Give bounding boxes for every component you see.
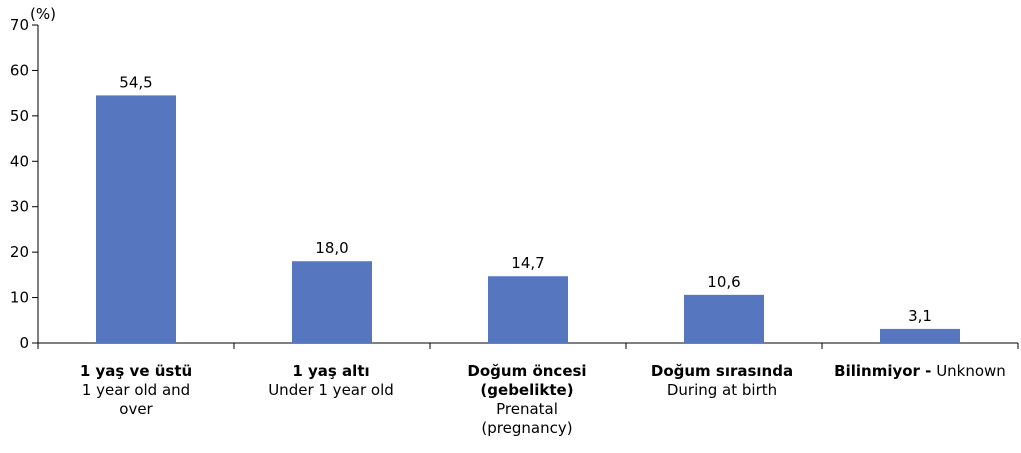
bar-3 [488,276,568,343]
bar-4 [684,294,764,343]
category-label-5-en: Unknown [936,362,1006,380]
bar-2 [292,261,372,343]
y-tick-label-5: 50 [10,107,29,125]
data-label-5: 3,1 [908,307,932,325]
category-label-3: Doğum öncesi (gebelikte) Prenatal (pregn… [432,362,622,438]
category-label-4-en: During at birth [666,381,778,399]
category-label-1: 1 yaş ve üstü 1 year old and over [41,362,231,419]
category-label-4-tr: Doğum sırasında [650,362,794,380]
data-label-1: 54,5 [119,73,152,91]
y-tick-label-6: 60 [10,61,29,79]
category-label-1-tr: 1 yaş ve üstü [79,362,193,380]
category-label-2-en: Under 1 year old [268,381,394,399]
data-label-2: 18,0 [315,239,348,257]
category-label-2-tr: 1 yaş altı [292,362,370,380]
bar-1 [96,95,176,344]
y-tick-label-7: 70 [10,16,29,34]
category-label-1-en: 1 year old and over [81,381,191,418]
data-label-4: 10,6 [707,273,740,291]
y-tick-label-4: 40 [10,152,29,170]
y-tick-label-1: 10 [10,289,29,307]
y-tick-label-3: 30 [10,198,29,216]
category-label-3-en: Prenatal (pregnancy) [481,400,573,437]
category-label-2: 1 yaş altı Under 1 year old [236,362,426,400]
y-tick-label-2: 20 [10,243,29,261]
category-label-4: Doğum sırasında During at birth [627,362,817,400]
y-axis-unit: (%) [30,5,56,23]
category-label-5-tr: Bilinmiyor - [834,362,932,380]
category-label-3-tr: Doğum öncesi (gebelikte) [467,362,587,399]
category-label-5: Bilinmiyor - Unknown [822,362,1018,381]
bar-5 [880,328,960,343]
y-tick-label-0: 0 [19,334,29,352]
data-label-3: 14,7 [511,254,544,272]
